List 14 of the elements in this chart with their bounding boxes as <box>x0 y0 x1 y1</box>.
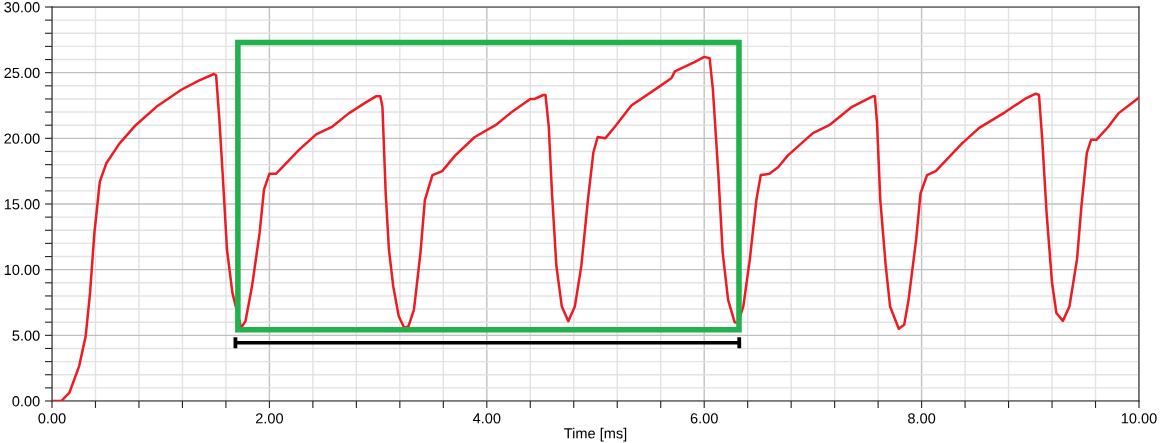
x-tick-label: 8.00 <box>908 413 936 424</box>
y-tick-label: 15.00 <box>4 199 40 210</box>
x-tick-label: 4.00 <box>472 413 501 424</box>
x-tick-label: 2.00 <box>255 413 284 424</box>
x-tick-label: 0.00 <box>38 413 66 424</box>
x-tick-label: 6.00 <box>690 413 718 424</box>
x-axis-title: Time [ms] <box>564 427 627 442</box>
y-tick-label: 5.00 <box>12 330 40 341</box>
y-tick-label: 0.00 <box>12 396 40 407</box>
y-tick-label: 20.00 <box>4 133 40 144</box>
y-tick-label: 10.00 <box>4 264 40 276</box>
x-tick-label: 10.00 <box>1121 413 1157 424</box>
y-tick-label: 30.00 <box>4 2 40 13</box>
y-tick-label: 25.00 <box>4 67 40 79</box>
